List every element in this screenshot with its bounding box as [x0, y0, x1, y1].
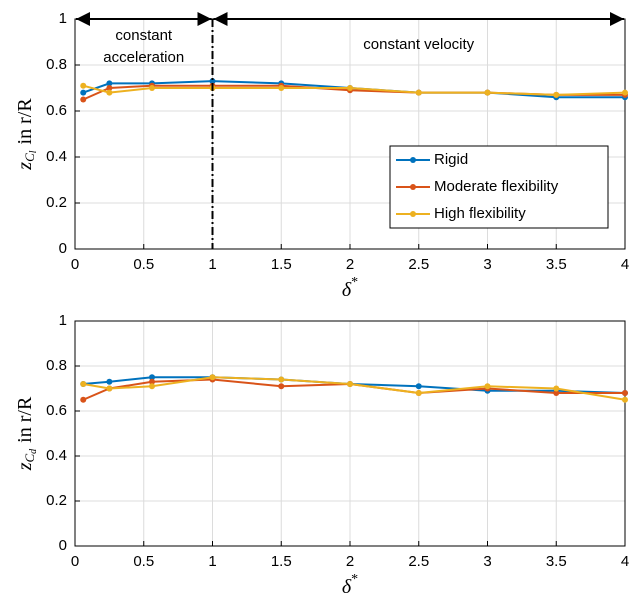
- data-point: [278, 376, 285, 383]
- data-point: [80, 396, 87, 403]
- data-point: [80, 82, 87, 89]
- y-tick-label: 0.8: [46, 357, 67, 374]
- x-tick-label: 2.5: [408, 256, 429, 273]
- x-tick-label: 1.5: [271, 256, 292, 273]
- x-tick-label: 4: [621, 553, 629, 570]
- data-point: [553, 91, 560, 98]
- y-tick-label: 0: [59, 240, 67, 257]
- data-point: [622, 89, 628, 96]
- legend-marker: [410, 157, 416, 163]
- y-tick-label: 0.2: [46, 492, 67, 509]
- x-label-symbol: δ: [342, 279, 352, 301]
- x-label-sup: *: [351, 275, 358, 290]
- x-axis-label: δ*: [342, 572, 358, 597]
- data-point: [80, 381, 87, 387]
- y-tick-label: 0.8: [46, 56, 67, 73]
- y-tick-label: 0.6: [46, 102, 67, 119]
- x-tick-label: 4: [621, 256, 629, 273]
- data-point: [106, 378, 113, 385]
- x-tick-label: 2: [346, 256, 354, 273]
- legend-marker: [410, 211, 416, 217]
- data-point: [278, 383, 285, 390]
- y-axis-label: zCd in r/R: [14, 396, 40, 471]
- x-tick-label: 0.5: [133, 256, 154, 273]
- x-label-symbol: δ: [342, 576, 352, 598]
- data-point: [106, 89, 113, 96]
- y-tick-label: 1: [59, 10, 67, 27]
- x-tick-label: 0.5: [133, 553, 154, 570]
- data-point: [415, 383, 422, 390]
- data-point: [149, 85, 155, 91]
- x-tick-label: 2.5: [408, 553, 429, 570]
- data-point: [553, 385, 560, 392]
- data-point: [347, 85, 353, 91]
- data-point: [622, 396, 628, 403]
- x-label-sup: *: [351, 572, 358, 587]
- legend-marker: [410, 184, 416, 190]
- x-tick-label: 3.5: [546, 553, 567, 570]
- series-line: [82, 80, 625, 99]
- y-label-symbol: z: [14, 462, 36, 471]
- x-tick-label: 0: [71, 553, 79, 570]
- data-point: [149, 383, 155, 390]
- legend-label: Moderate flexibility: [434, 178, 559, 195]
- y-axis-label: zCl in r/R: [14, 98, 40, 171]
- y-tick-label: 1: [59, 312, 67, 329]
- data-point: [106, 85, 113, 91]
- data-point: [209, 374, 216, 381]
- x-tick-label: 1.5: [271, 553, 292, 570]
- data-point: [553, 390, 560, 396]
- data-point: [80, 89, 87, 96]
- y-label-sub: C: [22, 153, 37, 162]
- y-label-subsub: d: [28, 448, 39, 454]
- region-label: constant velocity: [363, 36, 474, 53]
- y-label-subsub: l: [28, 150, 39, 153]
- region-label: constant: [115, 27, 173, 44]
- data-point: [149, 374, 155, 381]
- legend-label: Rigid: [434, 151, 468, 168]
- data-point: [415, 89, 422, 96]
- series-line: [83, 376, 626, 401]
- data-point: [106, 385, 113, 392]
- data-point: [347, 381, 353, 387]
- data-point: [149, 378, 155, 385]
- x-tick-label: 2: [346, 553, 354, 570]
- y-label-symbol: z: [14, 162, 36, 171]
- y-label-sub: C: [22, 454, 37, 463]
- y-tick-label: 0: [59, 537, 67, 554]
- x-tick-label: 3.5: [546, 256, 567, 273]
- axes-box: [74, 320, 626, 547]
- y-label-text: in r/R: [14, 396, 36, 443]
- x-tick-label: 3: [483, 256, 491, 273]
- x-tick-label: 1: [208, 553, 216, 570]
- y-tick-label: 0.2: [46, 194, 67, 211]
- data-point: [278, 85, 285, 91]
- data-point: [484, 383, 491, 390]
- data-point: [106, 80, 113, 87]
- series-line: [82, 84, 626, 96]
- y-tick-label: 0.4: [46, 447, 67, 464]
- data-point: [415, 390, 422, 396]
- y-label-text: in r/R: [14, 98, 36, 145]
- x-axis-label: δ*: [342, 275, 358, 300]
- x-tick-label: 3: [483, 553, 491, 570]
- region-label: acceleration: [103, 49, 184, 66]
- x-tick-label: 1: [208, 256, 216, 273]
- data-point: [622, 390, 628, 396]
- data-point: [484, 89, 491, 96]
- legend-label: High flexibility: [434, 205, 526, 222]
- data-point: [209, 78, 216, 85]
- data-point: [80, 96, 87, 103]
- x-tick-label: 0: [71, 256, 79, 273]
- y-tick-label: 0.6: [46, 402, 67, 419]
- series-line: [82, 378, 625, 401]
- y-tick-label: 0.4: [46, 148, 67, 165]
